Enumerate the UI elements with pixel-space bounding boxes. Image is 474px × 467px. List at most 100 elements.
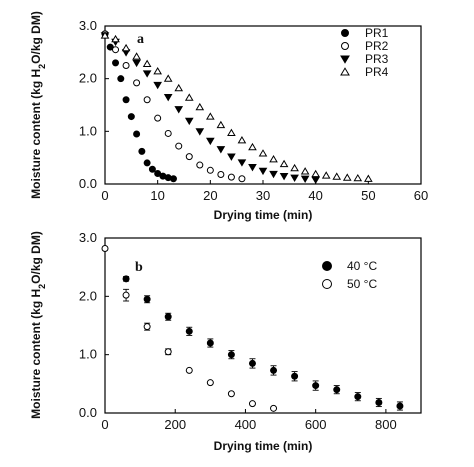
- data-point: [206, 137, 215, 146]
- data-point: [237, 159, 247, 167]
- data-point: [353, 173, 363, 182]
- panel-b-label: b: [135, 260, 143, 275]
- legend-label: PR3: [365, 52, 389, 66]
- x-tick-label: 60: [414, 188, 428, 203]
- series-pr3: [100, 32, 320, 185]
- data-point: [153, 81, 162, 90]
- data-point: [100, 31, 110, 39]
- panel-b-legend: 40 °C 50 °C: [322, 259, 377, 291]
- data-point: [143, 323, 151, 331]
- x-tick-label: 50: [361, 188, 375, 203]
- legend-label: 40 °C: [347, 259, 377, 273]
- data-point: [143, 295, 151, 303]
- panel-a-xlabel: Drying time (min): [214, 208, 313, 222]
- series-pr4: [100, 31, 373, 182]
- data-point: [195, 102, 205, 111]
- data-point: [148, 165, 156, 173]
- y-tick-label: 1.0: [79, 347, 97, 362]
- x-tick-label: 0: [101, 417, 108, 432]
- data-point: [169, 175, 177, 183]
- data-point: [142, 70, 152, 78]
- data-point: [133, 79, 141, 87]
- data-point: [238, 175, 246, 183]
- panel-b: b 0 200 400 600 800 0.0 1.0 2.0 3.0 Drying time …: [29, 230, 422, 453]
- data-point: [217, 171, 225, 179]
- data-point: [333, 386, 341, 394]
- y-tick-label: 0.0: [79, 405, 97, 420]
- data-point: [196, 161, 204, 169]
- data-point: [111, 34, 120, 43]
- series-40c: [122, 275, 404, 411]
- y-tick-label: 1.0: [79, 123, 97, 138]
- data-point: [364, 174, 373, 182]
- data-point: [184, 93, 194, 101]
- data-point: [279, 173, 289, 181]
- data-point: [342, 173, 352, 181]
- data-point: [227, 128, 236, 137]
- data-point: [321, 171, 331, 179]
- panel-b-ylabel: Moisture content (kg H2O/kg DM): [29, 231, 47, 419]
- data-point: [112, 59, 120, 67]
- data-point: [195, 128, 205, 136]
- y-tick-label: 3.0: [79, 18, 97, 33]
- data-point: [248, 142, 257, 151]
- x-tick-label: 10: [150, 188, 164, 203]
- data-point: [163, 94, 173, 102]
- x-tick-label: 30: [256, 188, 270, 203]
- data-point: [164, 348, 172, 356]
- data-point: [185, 366, 193, 374]
- y-tick-label: 2.0: [79, 71, 97, 86]
- legend-marker: [341, 29, 349, 37]
- data-point: [269, 170, 278, 179]
- data-point: [396, 402, 404, 410]
- data-point: [185, 153, 193, 161]
- data-point: [101, 245, 109, 252]
- data-point: [300, 167, 310, 175]
- panel-a-label: a: [137, 32, 144, 47]
- data-point: [132, 59, 141, 68]
- data-point: [227, 173, 235, 181]
- data-point: [332, 172, 342, 180]
- data-point: [127, 113, 135, 121]
- x-tick-label: 200: [164, 417, 186, 432]
- data-point: [121, 43, 131, 52]
- panel-a-marks: [100, 30, 373, 185]
- legend-marker: [322, 261, 332, 271]
- panel-a-ylabel: Moisture content (kg H2O/kg DM): [29, 11, 47, 199]
- legend-marker: [340, 55, 350, 64]
- data-point: [122, 96, 130, 104]
- legend-label: PR2: [365, 39, 389, 53]
- data-point: [279, 159, 289, 168]
- data-point: [163, 74, 173, 82]
- data-point: [206, 112, 215, 120]
- legend-label: PR1: [365, 26, 389, 40]
- data-point: [206, 379, 214, 387]
- data-point: [206, 166, 214, 174]
- panel-a-ticks: 0 10 20 30 40 50 60 0.0 1.0 2.0 3.0: [79, 18, 428, 203]
- x-tick-label: 40: [308, 188, 322, 203]
- data-point: [258, 149, 268, 157]
- panel-b-xlabel: Drying time (min): [214, 439, 313, 453]
- data-point: [122, 291, 130, 299]
- data-point: [269, 154, 278, 163]
- data-point: [117, 75, 125, 83]
- data-point: [185, 327, 193, 335]
- data-point: [132, 52, 141, 60]
- data-point: [216, 146, 226, 154]
- panel-b-ticks: 0 200 400 600 800 0.0 1.0 2.0 3.0: [79, 230, 397, 432]
- series-50c: [101, 245, 278, 412]
- data-point: [174, 83, 184, 92]
- data-point: [133, 130, 141, 138]
- data-point: [143, 159, 151, 167]
- data-point: [174, 106, 184, 114]
- data-point: [248, 164, 257, 172]
- data-point: [122, 62, 130, 69]
- data-point: [270, 366, 278, 374]
- x-tick-label: 600: [305, 417, 327, 432]
- data-point: [227, 351, 235, 359]
- data-point: [138, 147, 146, 155]
- data-point: [164, 313, 172, 321]
- data-point: [143, 96, 151, 104]
